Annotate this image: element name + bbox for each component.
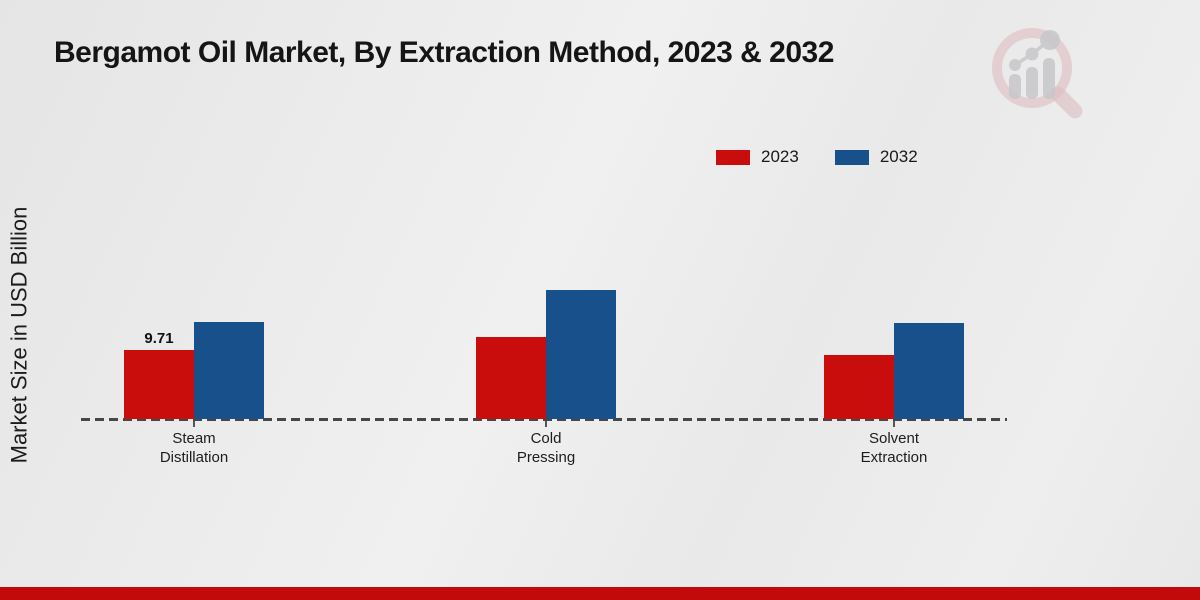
legend-swatch-2032 bbox=[834, 149, 869, 165]
legend-item-2032: 2032 bbox=[834, 147, 918, 167]
bar-2032-solvent bbox=[894, 323, 964, 419]
x-axis-tick bbox=[193, 421, 195, 427]
chart-legend: 2023 2032 bbox=[716, 147, 918, 167]
footer-accent-bar bbox=[0, 587, 1200, 600]
bar-2032-cold bbox=[546, 290, 616, 419]
legend-item-2023: 2023 bbox=[716, 147, 799, 167]
x-axis-label-solvent: Solvent Extraction bbox=[860, 430, 928, 466]
x-axis-tick bbox=[545, 421, 547, 427]
x-axis-label-cold: Cold Pressing bbox=[516, 430, 576, 466]
legend-swatch-2023 bbox=[716, 149, 750, 165]
bar-2023-cold bbox=[476, 337, 546, 419]
bar-2032-steam bbox=[194, 322, 264, 419]
brand-watermark-logo bbox=[992, 28, 1083, 119]
page-title: Bergamot Oil Market, By Extraction Metho… bbox=[54, 36, 834, 69]
bar-2023-steam: 9.71 bbox=[124, 330, 194, 419]
bar-data-label: 9.71 bbox=[144, 330, 174, 347]
bar-2023-solvent bbox=[824, 355, 894, 419]
plot-area: 9.71 Steam Distillation Cold Pressing Solve… bbox=[81, 230, 1007, 466]
legend-label: 2032 bbox=[879, 147, 918, 166]
x-axis-label-steam: Steam Distillation bbox=[159, 430, 229, 466]
y-axis-title: Market Size in USD Billion bbox=[6, 206, 31, 464]
x-axis-tick bbox=[893, 421, 895, 427]
x-axis-baseline bbox=[81, 418, 1007, 421]
legend-label: 2023 bbox=[761, 147, 799, 166]
